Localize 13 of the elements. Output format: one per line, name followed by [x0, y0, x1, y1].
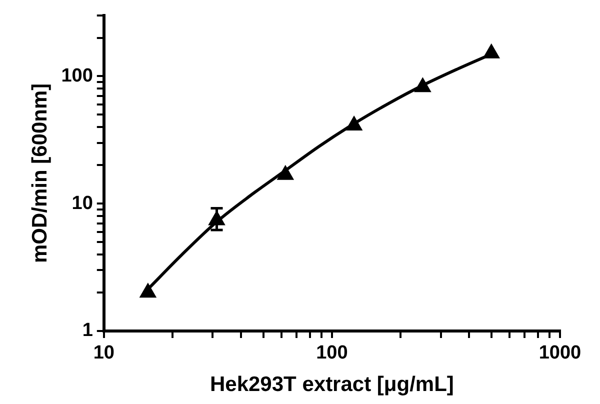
point	[140, 284, 156, 298]
y-tick-label: 10	[72, 192, 93, 214]
x-tick-label: 1000	[538, 342, 582, 364]
x-axis-title: Hek293T extract [μg/mL]	[210, 373, 454, 396]
y-axis-title: mOD/min [600nm]	[28, 83, 52, 264]
y-tick-label: 1	[82, 320, 94, 342]
point	[278, 166, 293, 180]
x-tick-label: 100	[316, 342, 348, 364]
y-tick-label: 100	[61, 65, 93, 86]
point	[346, 117, 362, 131]
point	[415, 78, 430, 92]
x-tick-label: 10	[93, 342, 114, 364]
point	[484, 44, 499, 58]
